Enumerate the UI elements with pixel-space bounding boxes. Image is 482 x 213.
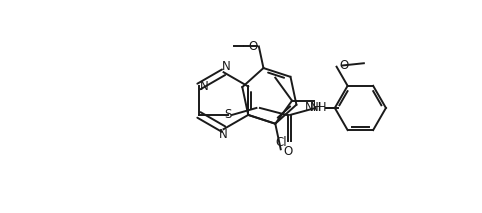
- Text: O: O: [284, 145, 293, 158]
- Text: Cl: Cl: [275, 136, 286, 149]
- Text: NH: NH: [305, 101, 323, 114]
- Text: N: N: [201, 80, 209, 93]
- Text: NH: NH: [310, 101, 327, 114]
- Text: O: O: [248, 40, 258, 53]
- Text: O: O: [339, 59, 348, 72]
- Text: N: N: [219, 128, 228, 141]
- Text: N: N: [222, 60, 231, 73]
- Text: S: S: [224, 108, 232, 121]
